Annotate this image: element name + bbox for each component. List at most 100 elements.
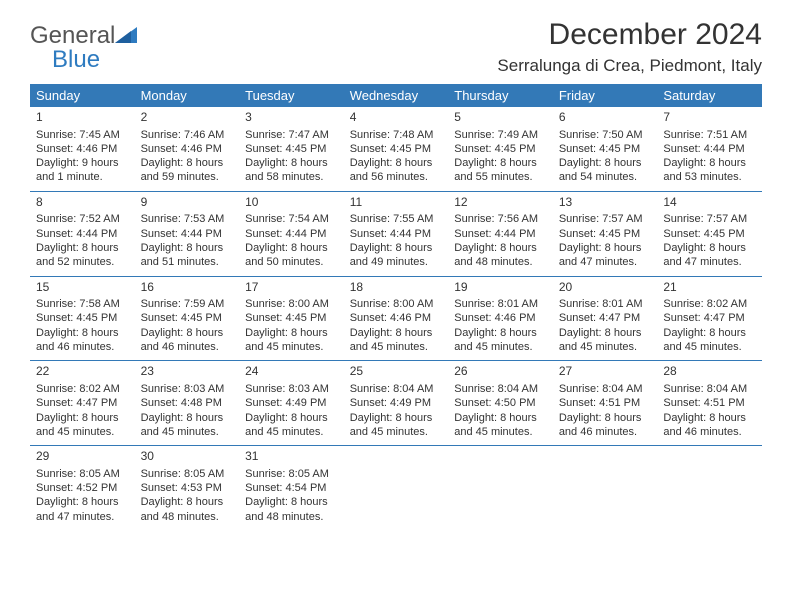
sunset-line: Sunset: 4:46 PM (36, 142, 129, 156)
calendar-day: 29 Sunrise: 8:05 AMSunset: 4:52 PMDayligh… (30, 446, 135, 530)
calendar-day: 14Sunrise: 7:57 AMSunset: 4:45 PMDayligh… (657, 191, 762, 276)
daylight-line: Daylight: 8 hours and 45 minutes. (141, 411, 234, 440)
daylight-line: Daylight: 8 hours and 45 minutes. (350, 326, 443, 355)
sunset-line: Sunset: 4:46 PM (454, 311, 547, 325)
logo-word2: Blue (30, 46, 100, 73)
sunrise-line: Sunrise: 8:05 AM (36, 467, 129, 481)
logo-text: General Blue (30, 24, 137, 72)
day-header: Saturday (657, 84, 762, 107)
day-number: 24 (245, 364, 338, 380)
sunset-line: Sunset: 4:45 PM (350, 142, 443, 156)
calendar-week: 29 Sunrise: 8:05 AMSunset: 4:52 PMDayligh… (30, 446, 762, 530)
calendar-page: General Blue December 2024 Serralunga di… (0, 0, 792, 612)
sunrise-line: Sunrise: 8:03 AM (141, 382, 234, 396)
daylight-line: Daylight: 8 hours and 48 minutes. (454, 241, 547, 270)
day-number: 19 (454, 280, 547, 296)
title-block: December 2024 Serralunga di Crea, Piedmo… (497, 18, 762, 76)
calendar-day-empty (553, 446, 658, 530)
calendar-day: 15Sunrise: 7:58 AMSunset: 4:45 PMDayligh… (30, 276, 135, 361)
sunset-line: Sunset: 4:44 PM (36, 227, 129, 241)
daylight-line: Daylight: 8 hours and 46 minutes. (141, 326, 234, 355)
daylight-line: Daylight: 8 hours and 45 minutes. (663, 326, 756, 355)
sunset-line: Sunset: 4:50 PM (454, 396, 547, 410)
sunset-line: Sunset: 4:45 PM (245, 142, 338, 156)
sunset-line: Sunset: 4:45 PM (141, 311, 234, 325)
sunrise-line: Sunrise: 7:57 AM (663, 212, 756, 226)
day-number: 26 (454, 364, 547, 380)
day-number: 8 (36, 195, 129, 211)
day-number: 9 (141, 195, 234, 211)
sunset-line: Sunset: 4:44 PM (141, 227, 234, 241)
calendar-week: 22Sunrise: 8:02 AMSunset: 4:47 PMDayligh… (30, 361, 762, 446)
daylight-line: Daylight: 8 hours and 45 minutes. (454, 326, 547, 355)
sunset-line: Sunset: 4:51 PM (663, 396, 756, 410)
sunset-line: Sunset: 4:48 PM (141, 396, 234, 410)
sunset-line: Sunset: 4:49 PM (245, 396, 338, 410)
sunrise-line: Sunrise: 8:00 AM (350, 297, 443, 311)
day-number: 5 (454, 110, 547, 126)
day-number: 27 (559, 364, 652, 380)
sunrise-line: Sunrise: 7:56 AM (454, 212, 547, 226)
sunset-line: Sunset: 4:44 PM (663, 142, 756, 156)
day-header: Monday (135, 84, 240, 107)
calendar-day: 19Sunrise: 8:01 AMSunset: 4:46 PMDayligh… (448, 276, 553, 361)
logo-word1: General (30, 22, 115, 49)
day-header: Friday (553, 84, 658, 107)
calendar-day: 26Sunrise: 8:04 AMSunset: 4:50 PMDayligh… (448, 361, 553, 446)
sunrise-line: Sunrise: 7:57 AM (559, 212, 652, 226)
location: Serralunga di Crea, Piedmont, Italy (497, 56, 762, 76)
sunrise-line: Sunrise: 7:58 AM (36, 297, 129, 311)
day-number: 17 (245, 280, 338, 296)
calendar-day: 9Sunrise: 7:53 AMSunset: 4:44 PMDaylight… (135, 191, 240, 276)
daylight-line: Daylight: 8 hours and 51 minutes. (141, 241, 234, 270)
daylight-line: Daylight: 8 hours and 47 minutes. (36, 495, 129, 524)
calendar-day: 11Sunrise: 7:55 AMSunset: 4:44 PMDayligh… (344, 191, 449, 276)
sunrise-line: Sunrise: 7:45 AM (36, 128, 129, 142)
calendar-day: 18Sunrise: 8:00 AMSunset: 4:46 PMDayligh… (344, 276, 449, 361)
day-number: 23 (141, 364, 234, 380)
sunset-line: Sunset: 4:49 PM (350, 396, 443, 410)
day-number: 11 (350, 195, 443, 211)
day-header: Sunday (30, 84, 135, 107)
day-number: 28 (663, 364, 756, 380)
calendar-day: 12Sunrise: 7:56 AMSunset: 4:44 PMDayligh… (448, 191, 553, 276)
sunset-line: Sunset: 4:44 PM (454, 227, 547, 241)
calendar-week: 1Sunrise: 7:45 AMSunset: 4:46 PMDaylight… (30, 107, 762, 191)
calendar-day: 4Sunrise: 7:48 AMSunset: 4:45 PMDaylight… (344, 107, 449, 191)
sunset-line: Sunset: 4:47 PM (663, 311, 756, 325)
sunset-line: Sunset: 4:52 PM (36, 481, 129, 495)
calendar-day: 8Sunrise: 7:52 AMSunset: 4:44 PMDaylight… (30, 191, 135, 276)
day-number: 7 (663, 110, 756, 126)
daylight-line: Daylight: 8 hours and 45 minutes. (559, 326, 652, 355)
sunset-line: Sunset: 4:45 PM (454, 142, 547, 156)
day-number: 22 (36, 364, 129, 380)
calendar-day: 16Sunrise: 7:59 AMSunset: 4:45 PMDayligh… (135, 276, 240, 361)
day-number: 6 (559, 110, 652, 126)
sunset-line: Sunset: 4:45 PM (559, 142, 652, 156)
calendar-week: 15Sunrise: 7:58 AMSunset: 4:45 PMDayligh… (30, 276, 762, 361)
sunset-line: Sunset: 4:54 PM (245, 481, 338, 495)
month-title: December 2024 (497, 18, 762, 52)
daylight-line: Daylight: 8 hours and 45 minutes. (36, 411, 129, 440)
daylight-line: Daylight: 8 hours and 45 minutes. (454, 411, 547, 440)
day-number: 14 (663, 195, 756, 211)
day-number: 1 (36, 110, 129, 126)
sunset-line: Sunset: 4:44 PM (350, 227, 443, 241)
day-number: 3 (245, 110, 338, 126)
calendar-day: 21Sunrise: 8:02 AMSunset: 4:47 PMDayligh… (657, 276, 762, 361)
calendar-day: 10Sunrise: 7:54 AMSunset: 4:44 PMDayligh… (239, 191, 344, 276)
calendar-day: 20Sunrise: 8:01 AMSunset: 4:47 PMDayligh… (553, 276, 658, 361)
daylight-line: Daylight: 9 hours and 1 minute. (36, 156, 129, 185)
day-number: 21 (663, 280, 756, 296)
daylight-line: Daylight: 8 hours and 54 minutes. (559, 156, 652, 185)
sunrise-line: Sunrise: 8:04 AM (663, 382, 756, 396)
day-number: 29 (36, 449, 129, 465)
sunset-line: Sunset: 4:53 PM (141, 481, 234, 495)
day-number: 4 (350, 110, 443, 126)
daylight-line: Daylight: 8 hours and 47 minutes. (663, 241, 756, 270)
sunrise-line: Sunrise: 7:59 AM (141, 297, 234, 311)
calendar-day: 2Sunrise: 7:46 AMSunset: 4:46 PMDaylight… (135, 107, 240, 191)
calendar-day: 13Sunrise: 7:57 AMSunset: 4:45 PMDayligh… (553, 191, 658, 276)
calendar-day: 31Sunrise: 8:05 AMSunset: 4:54 PMDayligh… (239, 446, 344, 530)
sunset-line: Sunset: 4:47 PM (36, 396, 129, 410)
